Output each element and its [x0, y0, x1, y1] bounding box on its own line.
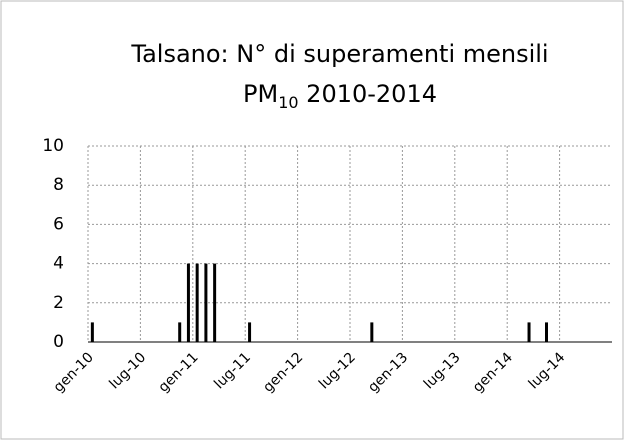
y-tick-label: 4 [53, 254, 64, 274]
title-subscript: 10 [278, 93, 298, 112]
bar [195, 263, 199, 342]
title-pm: PM [243, 80, 278, 108]
bar [204, 263, 208, 342]
bar [370, 322, 374, 342]
bar [178, 322, 182, 342]
bar [527, 322, 531, 342]
bar [90, 322, 94, 342]
y-tick-label: 2 [53, 293, 64, 313]
y-tick-label: 10 [42, 136, 64, 156]
y-tick-label: 8 [53, 175, 64, 195]
title-years: 2010-2014 [299, 80, 437, 108]
y-tick-label: 6 [53, 214, 64, 234]
bar [213, 263, 217, 342]
chart-subtitle: PM10 2010-2014 [243, 80, 437, 112]
bar [545, 322, 548, 342]
y-tick-label: 0 [53, 332, 64, 352]
bar [186, 263, 190, 342]
chart-title: Talsano: N° di superamenti mensili [130, 40, 548, 68]
bar [248, 322, 252, 342]
